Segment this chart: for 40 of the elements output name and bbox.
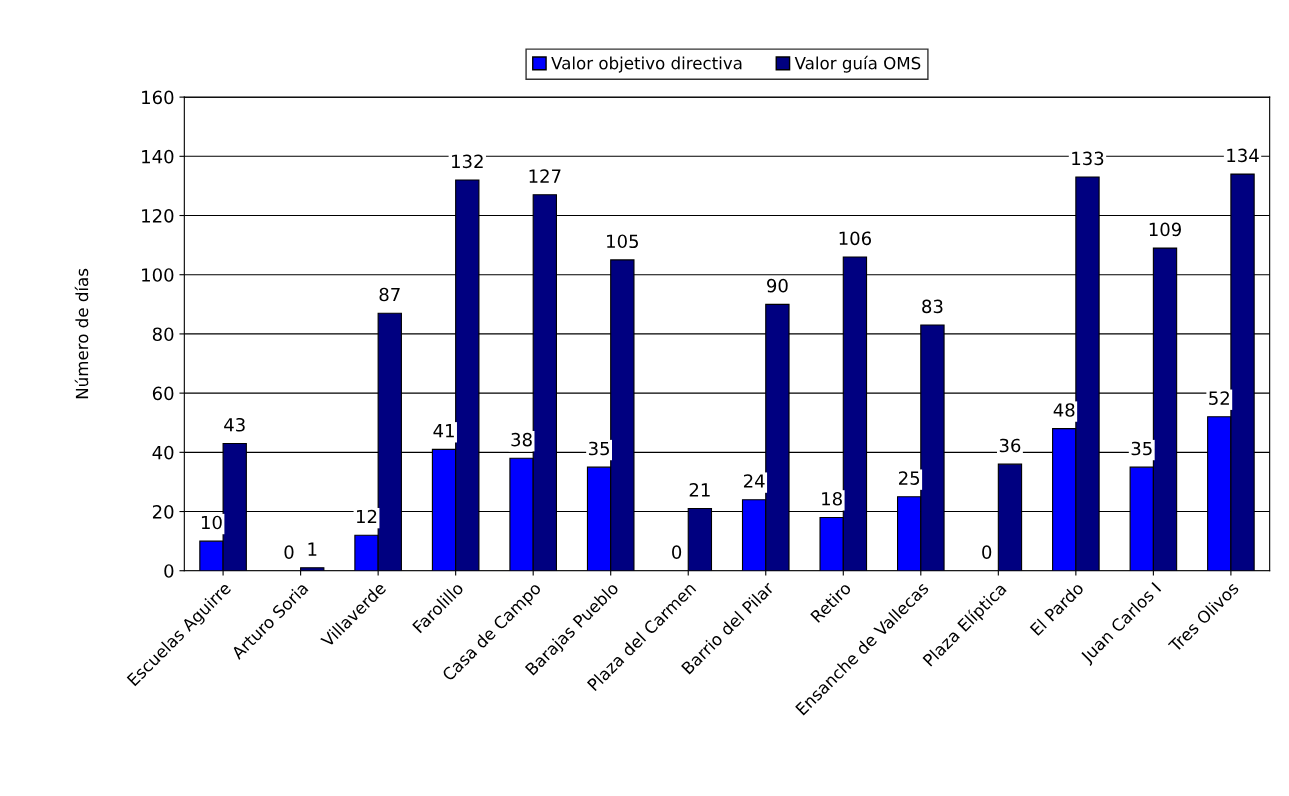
data-label: 43: [224, 417, 245, 432]
data-label: 83: [922, 299, 943, 314]
y-tick-label: 100: [142, 268, 174, 282]
y-tick-label: 60: [152, 386, 174, 401]
y-tick-label: 0: [164, 564, 174, 578]
data-label: 12: [357, 509, 377, 524]
data-label: 35: [588, 441, 609, 456]
data-label: 36: [999, 438, 1021, 453]
data-label: 106: [839, 231, 871, 246]
y-tick-label: 40: [152, 445, 174, 460]
data-label: 132: [452, 154, 483, 169]
data-label: 0: [284, 545, 294, 559]
data-label: 105: [607, 234, 638, 249]
data-label: 127: [529, 169, 561, 183]
data-label: 21: [689, 483, 710, 497]
data-label: 10: [201, 515, 222, 530]
y-tick-label: 20: [152, 504, 174, 519]
data-label: 41: [433, 424, 454, 438]
y-tick-label: 120: [142, 208, 174, 223]
data-label: 24: [743, 474, 765, 488]
data-label: 87: [379, 287, 400, 302]
data-label: 18: [822, 491, 842, 506]
data-label: 0: [672, 545, 682, 559]
y-tick-label: 80: [152, 327, 174, 342]
data-label: 48: [1053, 403, 1075, 417]
y-tick-label: 160: [142, 90, 174, 105]
data-label: 0: [982, 545, 992, 559]
y-axis-title: Número de días: [74, 268, 89, 399]
y-tick-label: 140: [142, 149, 174, 164]
legend-label: Valor objetivo directiva: [551, 56, 742, 73]
data-label: 109: [1149, 222, 1181, 237]
data-label: 133: [1072, 151, 1104, 166]
data-label: 38: [511, 432, 532, 447]
data-label: 134: [1227, 148, 1259, 163]
data-label: 1: [308, 542, 317, 556]
legend-label: Valor guía OMS: [794, 55, 921, 73]
data-label: 90: [767, 278, 788, 293]
data-label: 52: [1209, 391, 1229, 405]
data-label: 25: [899, 471, 920, 485]
data-label: 35: [1131, 441, 1152, 456]
